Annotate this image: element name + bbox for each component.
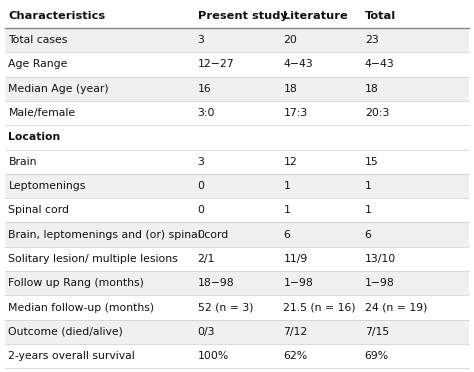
Text: Brain, leptomenings and (or) spinal cord: Brain, leptomenings and (or) spinal cord <box>9 230 229 240</box>
Text: 1: 1 <box>283 181 291 191</box>
Text: 4−43: 4−43 <box>365 60 394 70</box>
Text: 15: 15 <box>365 157 379 167</box>
Text: 0: 0 <box>198 181 204 191</box>
Bar <box>5 271 469 295</box>
Bar <box>5 174 469 198</box>
Text: 3: 3 <box>198 35 204 45</box>
Text: Present study: Present study <box>198 11 287 21</box>
Bar <box>5 4 469 28</box>
Text: 13/10: 13/10 <box>365 254 396 264</box>
Text: Median Age (year): Median Age (year) <box>9 84 109 94</box>
Text: 3: 3 <box>198 157 204 167</box>
Bar <box>5 295 469 320</box>
Text: Outcome (died/alive): Outcome (died/alive) <box>9 327 123 337</box>
Text: Spinal cord: Spinal cord <box>9 205 70 215</box>
Text: 1−98: 1−98 <box>283 278 313 288</box>
Bar <box>5 125 469 150</box>
Text: Location: Location <box>9 132 61 142</box>
Text: 2/1: 2/1 <box>198 254 215 264</box>
Text: 62%: 62% <box>283 351 308 361</box>
Text: Age Range: Age Range <box>9 60 68 70</box>
Bar <box>5 247 469 271</box>
Text: 17:3: 17:3 <box>283 108 308 118</box>
Text: 18: 18 <box>365 84 379 94</box>
Text: Solitary lesion/ multiple lesions: Solitary lesion/ multiple lesions <box>9 254 178 264</box>
Text: 1: 1 <box>365 205 372 215</box>
Text: Total cases: Total cases <box>9 35 68 45</box>
Text: Total: Total <box>365 11 396 21</box>
Text: 18: 18 <box>283 84 297 94</box>
Text: Brain: Brain <box>9 157 37 167</box>
Text: 21.5 (n = 16): 21.5 (n = 16) <box>283 302 356 312</box>
Text: Literature: Literature <box>283 11 348 21</box>
Text: Follow up Rang (months): Follow up Rang (months) <box>9 278 144 288</box>
Text: 24 (n = 19): 24 (n = 19) <box>365 302 427 312</box>
Text: 52 (n = 3): 52 (n = 3) <box>198 302 253 312</box>
Bar <box>5 101 469 125</box>
Text: Characteristics: Characteristics <box>9 11 106 21</box>
Text: 0: 0 <box>198 205 204 215</box>
Text: 2-years overall survival: 2-years overall survival <box>9 351 135 361</box>
Bar <box>5 150 469 174</box>
Text: 20:3: 20:3 <box>365 108 389 118</box>
Text: 12−27: 12−27 <box>198 60 234 70</box>
Text: 1: 1 <box>365 181 372 191</box>
Text: 1: 1 <box>283 205 291 215</box>
Text: 4−43: 4−43 <box>283 60 313 70</box>
Text: Leptomenings: Leptomenings <box>9 181 86 191</box>
Text: Male/female: Male/female <box>9 108 75 118</box>
Text: 6: 6 <box>283 230 291 240</box>
Text: 1−98: 1−98 <box>365 278 394 288</box>
Bar <box>5 198 469 222</box>
Text: 18−98: 18−98 <box>198 278 234 288</box>
Text: 23: 23 <box>365 35 379 45</box>
Bar <box>5 52 469 77</box>
Bar <box>5 77 469 101</box>
Text: 6: 6 <box>365 230 372 240</box>
Text: 11/9: 11/9 <box>283 254 308 264</box>
Text: 0/3: 0/3 <box>198 327 215 337</box>
Text: 0: 0 <box>198 230 204 240</box>
Text: 16: 16 <box>198 84 211 94</box>
Text: 100%: 100% <box>198 351 229 361</box>
Text: 7/15: 7/15 <box>365 327 389 337</box>
Text: Median follow-up (months): Median follow-up (months) <box>9 302 155 312</box>
Text: 20: 20 <box>283 35 297 45</box>
Text: 69%: 69% <box>365 351 389 361</box>
Text: 7/12: 7/12 <box>283 327 308 337</box>
Bar <box>5 222 469 247</box>
Bar <box>5 28 469 52</box>
Text: 3:0: 3:0 <box>198 108 215 118</box>
Text: 12: 12 <box>283 157 297 167</box>
Bar <box>5 344 469 368</box>
Bar <box>5 320 469 344</box>
